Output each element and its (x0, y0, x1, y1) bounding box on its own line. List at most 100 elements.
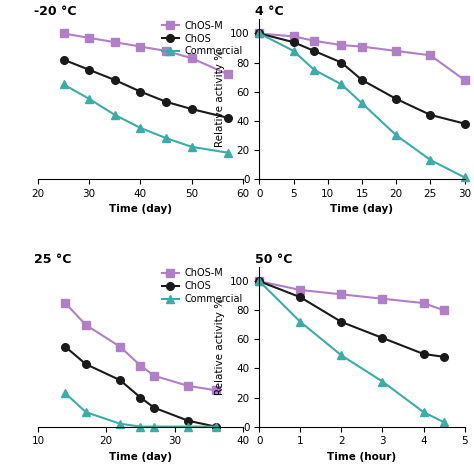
Line: Commercial: Commercial (62, 389, 219, 430)
ChOS-M (256, 278, 262, 284)
ChOS-M (291, 34, 296, 39)
ChOS (393, 96, 399, 102)
Commercial (441, 419, 447, 425)
Line: ChOS: ChOS (255, 277, 448, 361)
ChOS (298, 294, 303, 300)
Commercial (117, 421, 123, 427)
Line: ChOS: ChOS (60, 56, 231, 122)
ChOS (359, 77, 365, 83)
ChOS-M (137, 363, 143, 368)
Commercial (256, 31, 262, 36)
Line: Commercial: Commercial (60, 81, 231, 156)
ChOS-M (359, 44, 365, 49)
Commercial (298, 319, 303, 325)
ChOS (83, 361, 89, 367)
X-axis label: Time (day): Time (day) (109, 204, 172, 214)
Line: ChOS-M: ChOS-M (255, 277, 448, 314)
Line: ChOS: ChOS (62, 343, 219, 430)
ChOS-M (380, 296, 385, 301)
ChOS (213, 424, 219, 429)
ChOS-M (298, 287, 303, 293)
ChOS (420, 351, 426, 357)
ChOS (86, 67, 92, 73)
ChOS-M (311, 38, 317, 44)
Commercial (393, 132, 399, 138)
Commercial (291, 48, 296, 54)
Commercial (112, 112, 118, 118)
ChOS-M (86, 35, 92, 41)
Commercial (137, 125, 143, 131)
ChOS-M (83, 322, 89, 328)
ChOS (163, 99, 169, 105)
Commercial (359, 100, 365, 106)
Line: ChOS-M: ChOS-M (62, 299, 219, 394)
Commercial (213, 424, 219, 429)
ChOS-M (163, 48, 169, 54)
ChOS (256, 31, 262, 36)
Commercial (163, 135, 169, 141)
Text: 50 °C: 50 °C (255, 253, 293, 265)
Commercial (83, 409, 89, 415)
Commercial (137, 424, 143, 429)
Text: 4 °C: 4 °C (255, 5, 284, 18)
ChOS-M (117, 344, 123, 349)
Commercial (256, 278, 262, 284)
ChOS (338, 319, 344, 325)
ChOS (185, 418, 191, 424)
X-axis label: Time (hour): Time (hour) (328, 452, 397, 462)
ChOS (112, 77, 118, 83)
ChOS (380, 335, 385, 341)
ChOS-M (112, 39, 118, 45)
ChOS (151, 405, 157, 410)
ChOS (441, 354, 447, 360)
Commercial (380, 379, 385, 384)
Commercial (185, 424, 191, 429)
ChOS-M (137, 44, 143, 49)
ChOS-M (189, 55, 195, 61)
ChOS (61, 57, 66, 63)
Legend: ChOS-M, ChOS, Commercial: ChOS-M, ChOS, Commercial (162, 21, 242, 56)
ChOS (225, 115, 230, 120)
X-axis label: Time (day): Time (day) (109, 452, 172, 462)
Commercial (338, 353, 344, 358)
Commercial (189, 144, 195, 150)
ChOS (117, 377, 123, 383)
ChOS (256, 278, 262, 284)
ChOS-M (151, 373, 157, 379)
Line: ChOS-M: ChOS-M (60, 30, 231, 78)
ChOS (428, 112, 433, 118)
ChOS-M (185, 383, 191, 389)
Commercial (61, 82, 66, 87)
ChOS-M (256, 31, 262, 36)
Text: -20 °C: -20 °C (34, 5, 76, 18)
Commercial (151, 424, 157, 429)
ChOS (462, 121, 467, 127)
ChOS (189, 106, 195, 112)
ChOS-M (63, 300, 68, 306)
ChOS (338, 60, 344, 65)
Line: Commercial: Commercial (255, 277, 448, 426)
Commercial (63, 390, 68, 396)
ChOS-M (441, 308, 447, 313)
Commercial (420, 409, 426, 415)
ChOS-M (61, 31, 66, 36)
Commercial (86, 96, 92, 102)
ChOS-M (225, 72, 230, 77)
ChOS (137, 395, 143, 401)
Commercial (225, 150, 230, 155)
ChOS (311, 48, 317, 54)
ChOS-M (338, 292, 344, 297)
Text: 25 °C: 25 °C (34, 253, 71, 265)
Legend: ChOS-M, ChOS, Commercial: ChOS-M, ChOS, Commercial (162, 268, 242, 304)
ChOS-M (213, 387, 219, 393)
ChOS (291, 39, 296, 45)
Y-axis label: Relative activity %: Relative activity % (215, 50, 225, 147)
Commercial (462, 174, 467, 180)
Commercial (428, 157, 433, 163)
Y-axis label: Relative activity %: Relative activity % (215, 298, 225, 395)
Line: ChOS-M: ChOS-M (255, 30, 468, 84)
ChOS-M (462, 77, 467, 83)
Line: ChOS: ChOS (255, 30, 468, 128)
Commercial (311, 67, 317, 73)
ChOS-M (420, 300, 426, 306)
